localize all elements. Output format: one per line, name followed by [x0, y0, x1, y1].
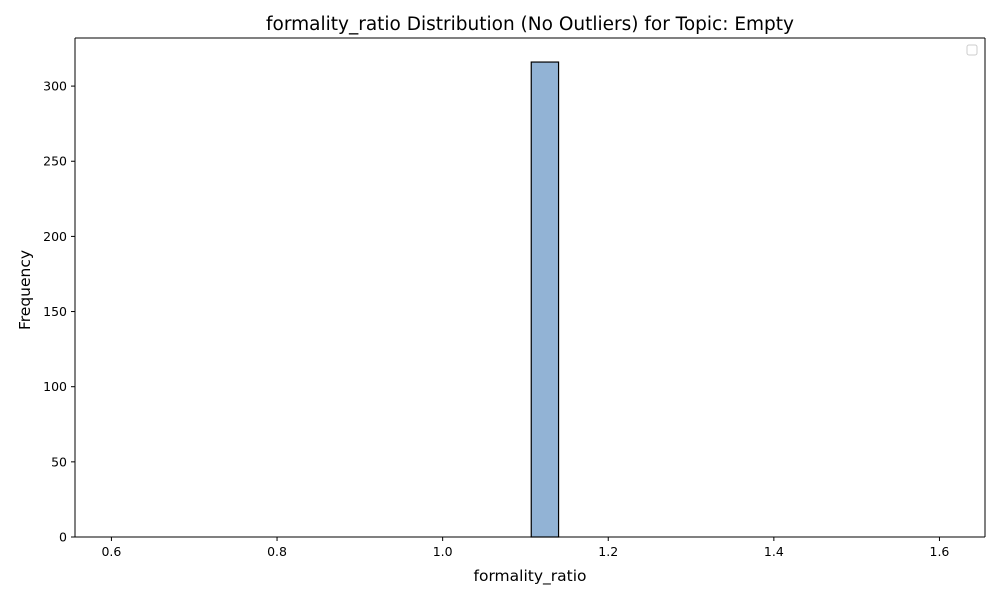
x-tick-label: 1.2 — [598, 544, 618, 559]
chart-title: formality_ratio Distribution (No Outlier… — [266, 14, 794, 35]
legend-box — [966, 44, 978, 56]
x-tick-label: 0.6 — [101, 544, 121, 559]
plot-spines — [74, 37, 986, 538]
bars-group — [530, 61, 560, 538]
y-axis-ticks: 0 50 100 150 200 250 300 — [43, 79, 75, 545]
histogram-bar — [530, 61, 560, 538]
y-tick-label: 0 — [59, 530, 67, 545]
x-tick-label: 1.0 — [433, 544, 453, 559]
plot-area: 0.6 0.8 1.0 1.2 1.4 1.6 0 50 100 150 200 250 300 — [43, 37, 986, 559]
x-tick-label: 1.4 — [764, 544, 784, 559]
y-tick-label: 200 — [43, 229, 67, 244]
x-axis-label: formality_ratio — [474, 567, 587, 586]
y-tick-label: 150 — [43, 304, 67, 319]
y-tick-label: 300 — [43, 79, 67, 94]
y-tick-label: 50 — [51, 454, 67, 469]
x-axis-ticks: 0.6 0.8 1.0 1.2 1.4 1.6 — [101, 537, 949, 559]
y-axis-label: Frequency — [16, 250, 34, 330]
x-tick-label: 1.6 — [930, 544, 950, 559]
y-tick-label: 100 — [43, 379, 67, 394]
x-tick-label: 0.8 — [267, 544, 287, 559]
plot-frame — [75, 38, 985, 537]
y-tick-label: 250 — [43, 154, 67, 169]
